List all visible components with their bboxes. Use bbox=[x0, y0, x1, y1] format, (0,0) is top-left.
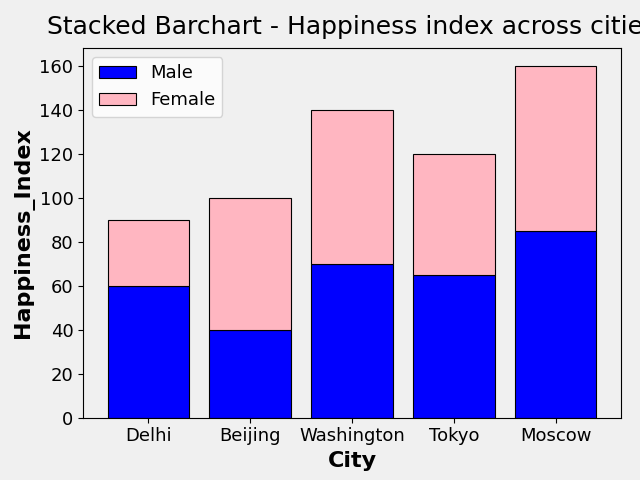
Bar bbox=[311, 264, 393, 418]
Bar bbox=[515, 66, 596, 230]
Title: Stacked Barchart - Happiness index across cities: Stacked Barchart - Happiness index acros… bbox=[47, 15, 640, 39]
Bar bbox=[515, 230, 596, 418]
Bar bbox=[108, 286, 189, 418]
Bar bbox=[413, 154, 495, 275]
Bar bbox=[209, 198, 291, 330]
Legend: Male, Female: Male, Female bbox=[92, 57, 223, 117]
Bar bbox=[108, 220, 189, 286]
X-axis label: City: City bbox=[328, 451, 376, 471]
Bar bbox=[209, 330, 291, 418]
Bar bbox=[311, 109, 393, 264]
Y-axis label: Happiness_Index: Happiness_Index bbox=[13, 127, 34, 338]
Bar bbox=[413, 275, 495, 418]
